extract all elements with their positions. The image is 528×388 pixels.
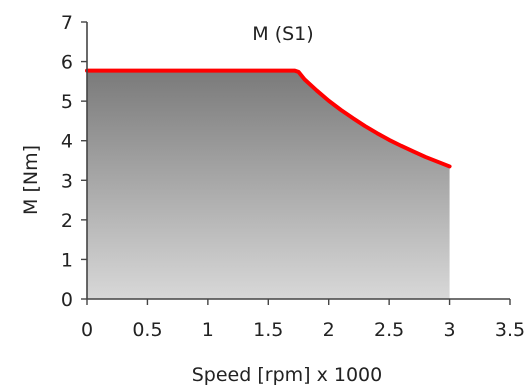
x-axis-title: Speed [rpm] x 1000 <box>192 364 382 386</box>
y-tick-label: 2 <box>61 210 73 232</box>
x-tick-label: 1.5 <box>253 319 283 341</box>
x-tick-label: 2 <box>323 319 335 341</box>
y-tick-label: 6 <box>61 52 73 74</box>
x-tick-label: 1 <box>202 319 214 341</box>
y-tick-label: 3 <box>61 170 73 192</box>
y-tick-label: 1 <box>61 249 73 271</box>
y-tick-label: 0 <box>61 289 73 311</box>
x-tick-label: 0.5 <box>132 319 162 341</box>
y-tick-label: 4 <box>61 131 73 153</box>
y-axis-title: M [Nm] <box>20 145 42 215</box>
x-tick-label: 3 <box>444 319 456 341</box>
y-tick-label: 7 <box>61 12 73 34</box>
torque-area-fill <box>87 70 450 299</box>
y-tick-label: 5 <box>61 91 73 113</box>
x-tick-label: 0 <box>81 319 93 341</box>
x-tick-label: 2.5 <box>374 319 404 341</box>
torque-curve-line <box>85 68 452 169</box>
chart-title: M (S1) <box>252 23 313 45</box>
x-tick-label: 3.5 <box>495 319 525 341</box>
y-axis-ticks: 0 1 2 3 4 5 6 7 <box>61 12 87 311</box>
x-axis-ticks: 0 0.5 1 1.5 2 2.5 3 3.5 <box>81 299 525 341</box>
